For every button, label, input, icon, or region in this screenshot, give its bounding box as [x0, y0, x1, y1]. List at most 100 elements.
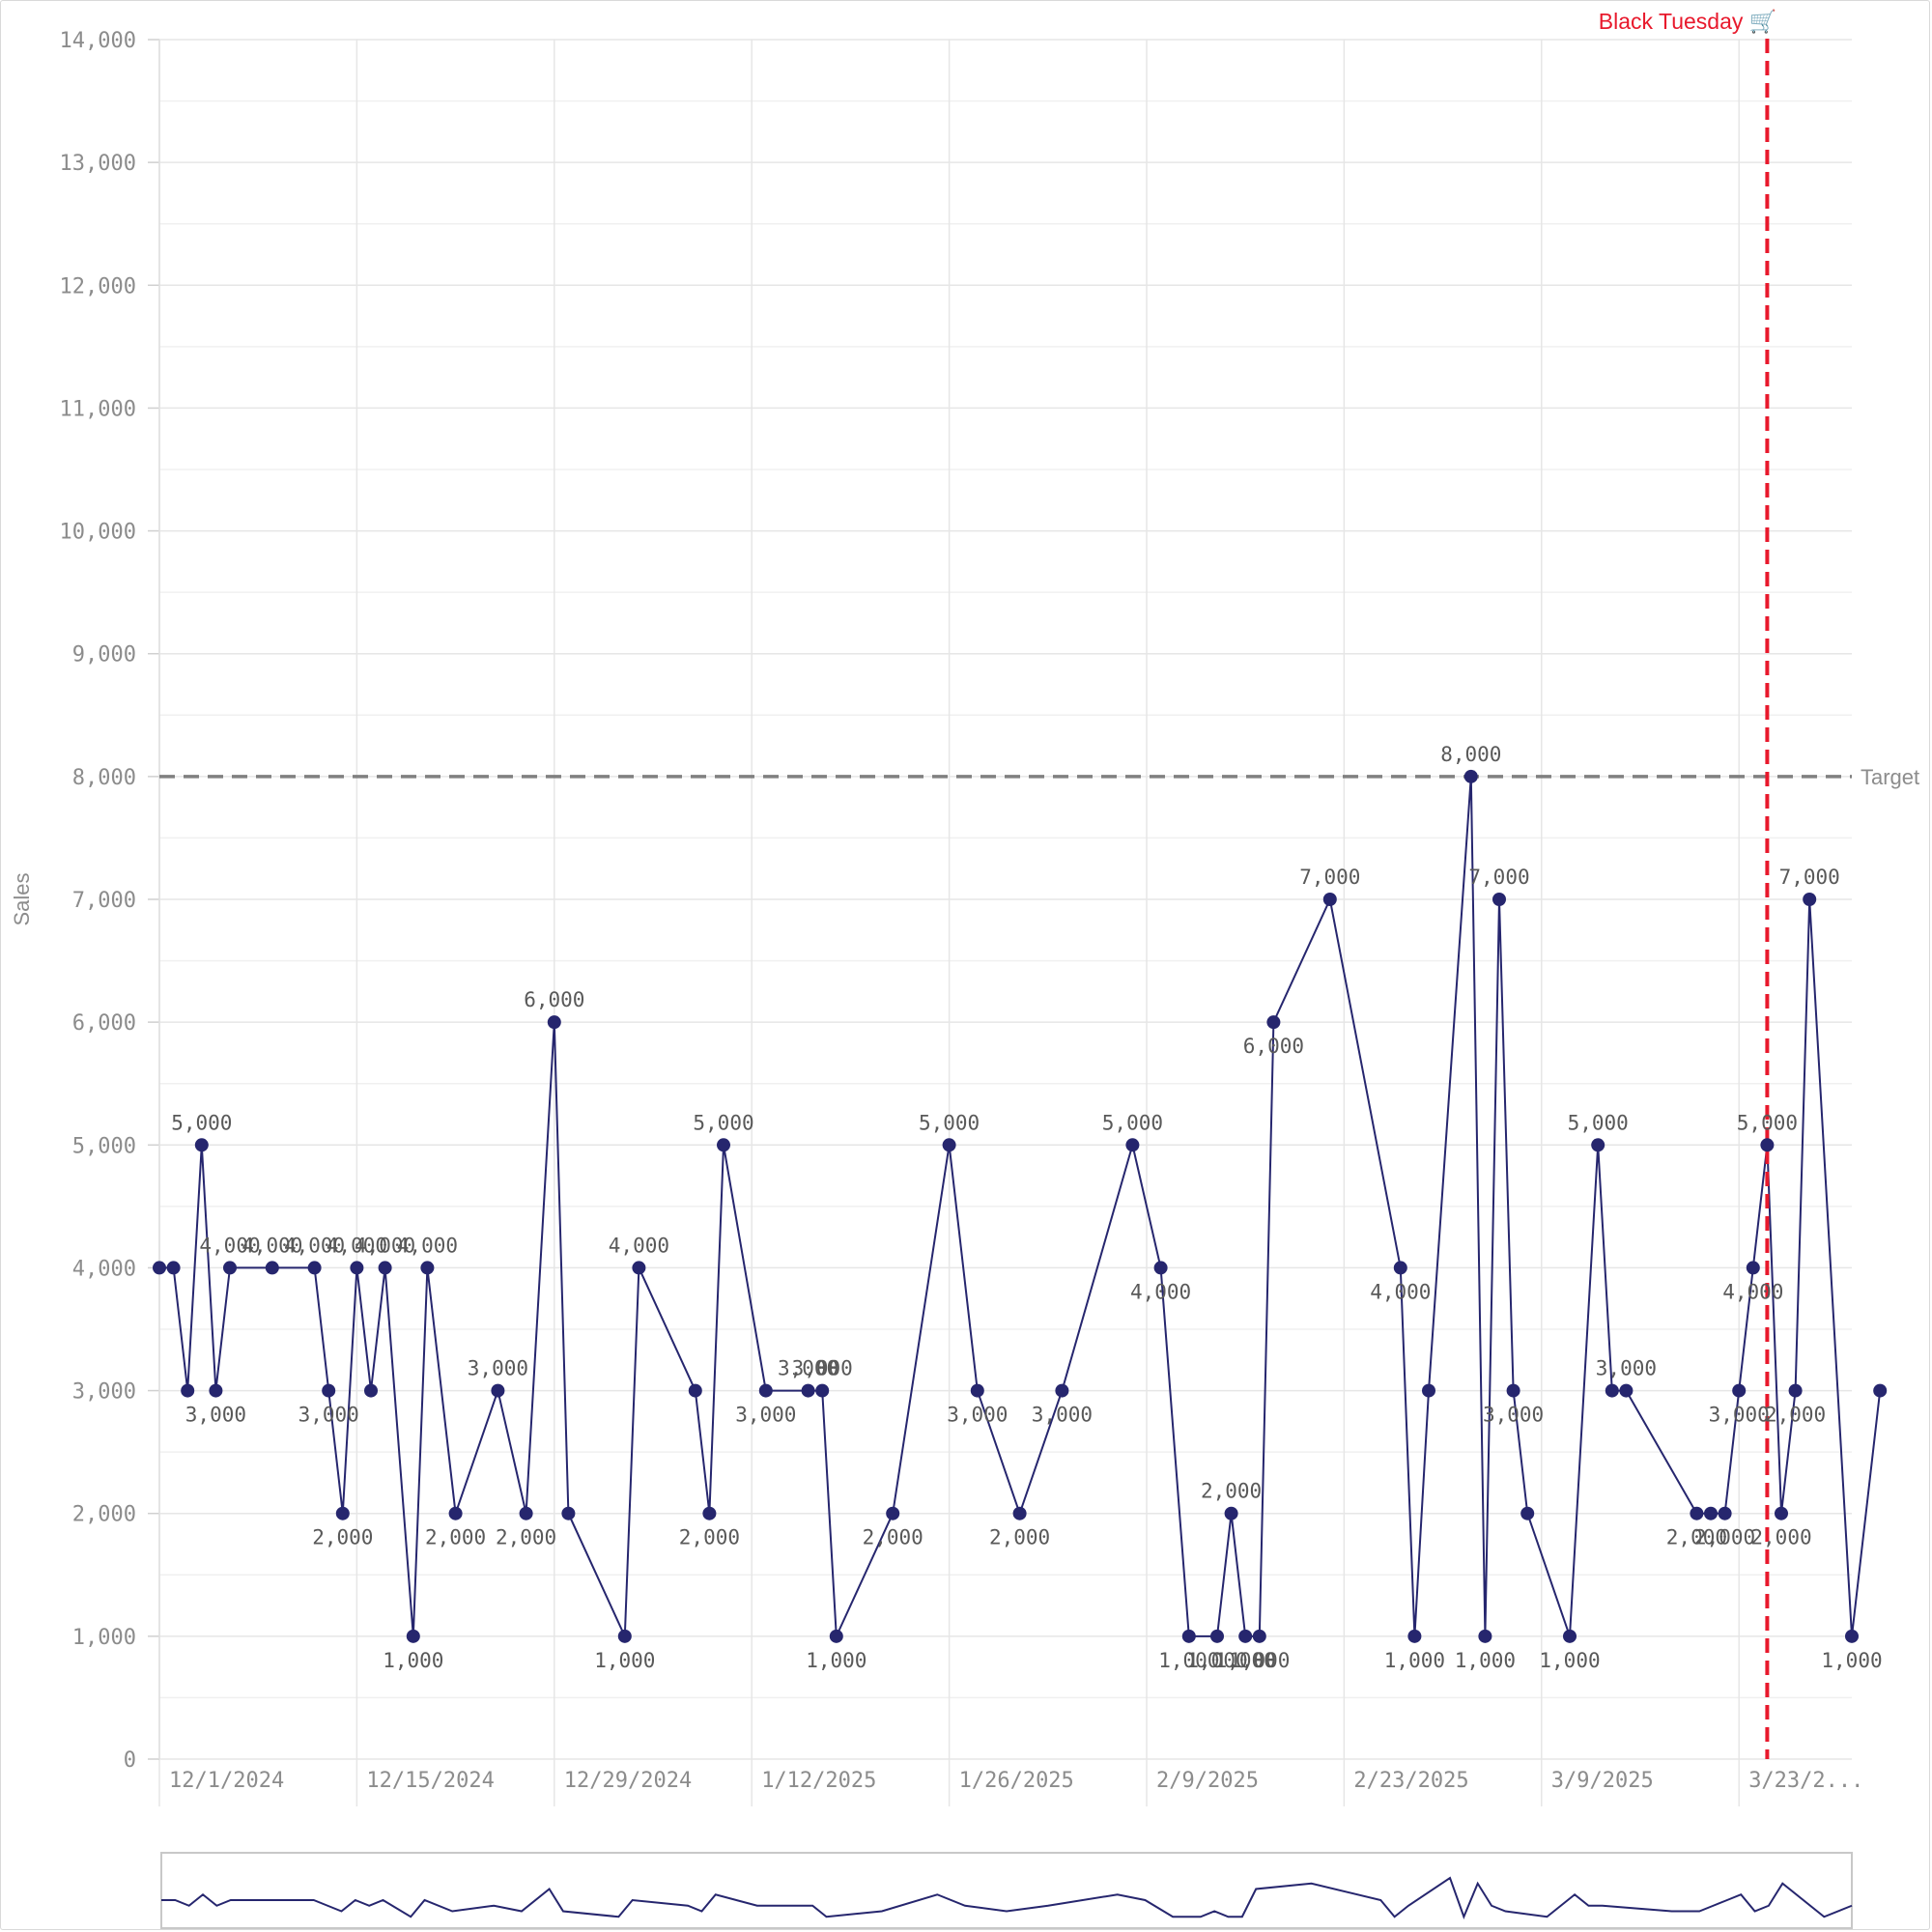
data-point[interactable]	[406, 1629, 420, 1643]
data-point[interactable]	[1520, 1506, 1535, 1520]
data-label: 4,000	[327, 1234, 387, 1257]
data-label: 2,000	[425, 1526, 486, 1549]
data-point[interactable]	[1775, 1506, 1788, 1520]
data-point[interactable]	[717, 1138, 730, 1152]
data-point[interactable]	[1718, 1506, 1732, 1520]
data-point[interactable]	[1478, 1629, 1492, 1643]
data-label: 1,000	[1384, 1649, 1445, 1672]
data-point[interactable]	[335, 1506, 350, 1520]
data-point[interactable]	[1322, 893, 1337, 906]
data-point[interactable]	[209, 1383, 223, 1398]
data-label: 2,000	[312, 1526, 373, 1549]
data-point[interactable]	[1012, 1506, 1027, 1520]
data-point[interactable]	[1591, 1138, 1605, 1152]
data-label: 3,000	[1032, 1404, 1093, 1427]
data-point[interactable]	[1463, 769, 1478, 783]
y-tick-label: 10,000	[60, 521, 136, 545]
data-point[interactable]	[265, 1261, 279, 1275]
data-point[interactable]	[1125, 1138, 1140, 1152]
data-point[interactable]	[223, 1261, 237, 1275]
data-label: 7,000	[1299, 866, 1360, 889]
data-point[interactable]	[1873, 1383, 1888, 1398]
y-tick-label: 6,000	[72, 1011, 136, 1036]
data-point[interactable]	[322, 1383, 336, 1398]
data-label: 3,000	[1483, 1404, 1544, 1427]
data-label: 6,000	[1243, 1035, 1304, 1058]
data-point[interactable]	[632, 1261, 646, 1275]
data-point[interactable]	[815, 1383, 830, 1398]
data-label: 4,000	[397, 1234, 458, 1257]
data-point[interactable]	[1238, 1629, 1253, 1643]
data-point[interactable]	[166, 1261, 181, 1275]
data-label: 1,000	[1229, 1649, 1290, 1672]
data-point[interactable]	[1407, 1629, 1422, 1643]
data-label: 2,000	[1750, 1526, 1811, 1549]
data-point[interactable]	[547, 1015, 561, 1030]
data-point[interactable]	[1055, 1383, 1069, 1398]
data-point[interactable]	[1845, 1629, 1859, 1643]
x-tick-label: 1/12/2025	[761, 1769, 876, 1793]
data-label: 1,000	[1215, 1649, 1276, 1672]
data-label: 1,000	[1455, 1649, 1516, 1672]
data-point[interactable]	[1210, 1629, 1224, 1643]
data-label: 1,000	[1821, 1649, 1882, 1672]
data-point[interactable]	[1803, 893, 1817, 906]
data-point[interactable]	[1393, 1261, 1407, 1275]
data-point[interactable]	[1605, 1383, 1619, 1398]
data-point[interactable]	[1746, 1261, 1760, 1275]
data-point[interactable]	[758, 1383, 773, 1398]
data-point[interactable]	[886, 1506, 900, 1520]
data-point[interactable]	[617, 1629, 632, 1643]
data-point[interactable]	[153, 1261, 166, 1275]
data-label: 2,000	[496, 1526, 556, 1549]
data-point[interactable]	[1506, 1383, 1520, 1398]
data-point[interactable]	[561, 1506, 576, 1520]
data-point[interactable]	[1181, 1629, 1196, 1643]
data-point[interactable]	[942, 1138, 956, 1152]
data-point[interactable]	[702, 1506, 717, 1520]
data-point[interactable]	[448, 1506, 463, 1520]
data-point[interactable]	[181, 1383, 195, 1398]
data-point[interactable]	[1153, 1261, 1168, 1275]
data-point[interactable]	[194, 1138, 209, 1152]
data-label: 2,000	[989, 1526, 1050, 1549]
data-label: 3,000	[298, 1404, 359, 1427]
data-point[interactable]	[829, 1629, 843, 1643]
data-point[interactable]	[1788, 1383, 1803, 1398]
data-point[interactable]	[1252, 1629, 1266, 1643]
data-label: 3,000	[1709, 1404, 1770, 1427]
data-point[interactable]	[1492, 893, 1506, 906]
event-label: Black Tuesday 🛒	[1599, 9, 1777, 35]
data-label: 5,000	[693, 1111, 753, 1134]
range-selector[interactable]	[160, 1852, 1853, 1929]
data-point[interactable]	[364, 1383, 378, 1398]
data-point[interactable]	[378, 1261, 392, 1275]
data-label: 5,000	[171, 1111, 232, 1134]
data-point[interactable]	[491, 1383, 505, 1398]
data-point[interactable]	[1704, 1506, 1718, 1520]
data-point[interactable]	[519, 1506, 533, 1520]
data-label: 4,000	[1722, 1280, 1783, 1303]
data-label: 6,000	[524, 988, 584, 1011]
data-point[interactable]	[1266, 1015, 1281, 1030]
data-point[interactable]	[1422, 1383, 1435, 1398]
data-point[interactable]	[688, 1383, 702, 1398]
data-point[interactable]	[1732, 1383, 1747, 1398]
data-point[interactable]	[420, 1261, 435, 1275]
data-point[interactable]	[350, 1261, 364, 1275]
y-tick-label: 5,000	[72, 1134, 136, 1158]
data-point[interactable]	[1563, 1629, 1577, 1643]
data-point[interactable]	[970, 1383, 984, 1398]
data-label: 2,000	[1765, 1404, 1826, 1427]
x-tick-label: 2/9/2025	[1156, 1769, 1259, 1793]
data-label: 3,000	[778, 1357, 838, 1380]
data-point[interactable]	[1760, 1138, 1775, 1152]
data-label: 3,000	[1596, 1357, 1657, 1380]
data-point[interactable]	[1690, 1506, 1704, 1520]
data-point[interactable]	[307, 1261, 322, 1275]
data-label: 3,000	[468, 1357, 528, 1380]
data-point[interactable]	[801, 1383, 815, 1398]
data-point[interactable]	[1224, 1506, 1238, 1520]
data-point[interactable]	[1619, 1383, 1634, 1398]
x-tick-label: 3/23/2...	[1748, 1769, 1863, 1793]
